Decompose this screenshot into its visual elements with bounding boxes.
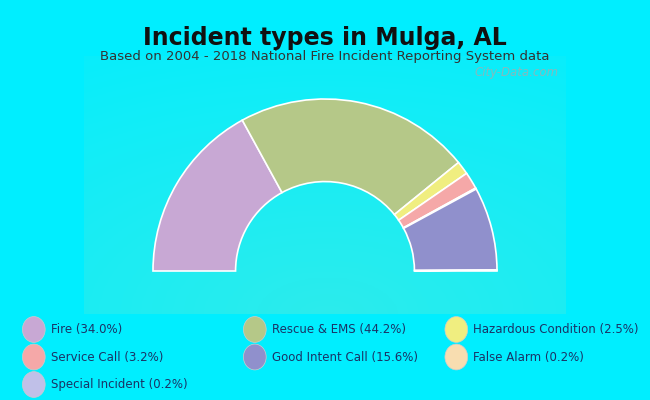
Text: Hazardous Condition (2.5%): Hazardous Condition (2.5%) [473,323,639,336]
Wedge shape [404,188,476,228]
Ellipse shape [445,316,468,342]
Text: Service Call (3.2%): Service Call (3.2%) [51,350,163,364]
Wedge shape [153,120,282,271]
Ellipse shape [22,372,45,398]
Wedge shape [398,173,476,228]
Ellipse shape [22,316,45,342]
Text: Fire (34.0%): Fire (34.0%) [51,323,122,336]
Wedge shape [395,162,467,220]
Wedge shape [415,270,497,271]
Text: Special Incident (0.2%): Special Incident (0.2%) [51,378,187,391]
Text: Rescue & EMS (44.2%): Rescue & EMS (44.2%) [272,323,406,336]
Text: City-Data.com: City-Data.com [474,66,558,79]
Text: False Alarm (0.2%): False Alarm (0.2%) [473,350,584,364]
Wedge shape [242,99,458,214]
Ellipse shape [22,344,45,370]
Ellipse shape [243,344,266,370]
Text: Incident types in Mulga, AL: Incident types in Mulga, AL [143,26,507,50]
Ellipse shape [445,344,468,370]
Ellipse shape [243,316,266,342]
Text: Good Intent Call (15.6%): Good Intent Call (15.6%) [272,350,418,364]
Text: Based on 2004 - 2018 National Fire Incident Reporting System data: Based on 2004 - 2018 National Fire Incid… [100,50,550,63]
Wedge shape [404,189,497,270]
